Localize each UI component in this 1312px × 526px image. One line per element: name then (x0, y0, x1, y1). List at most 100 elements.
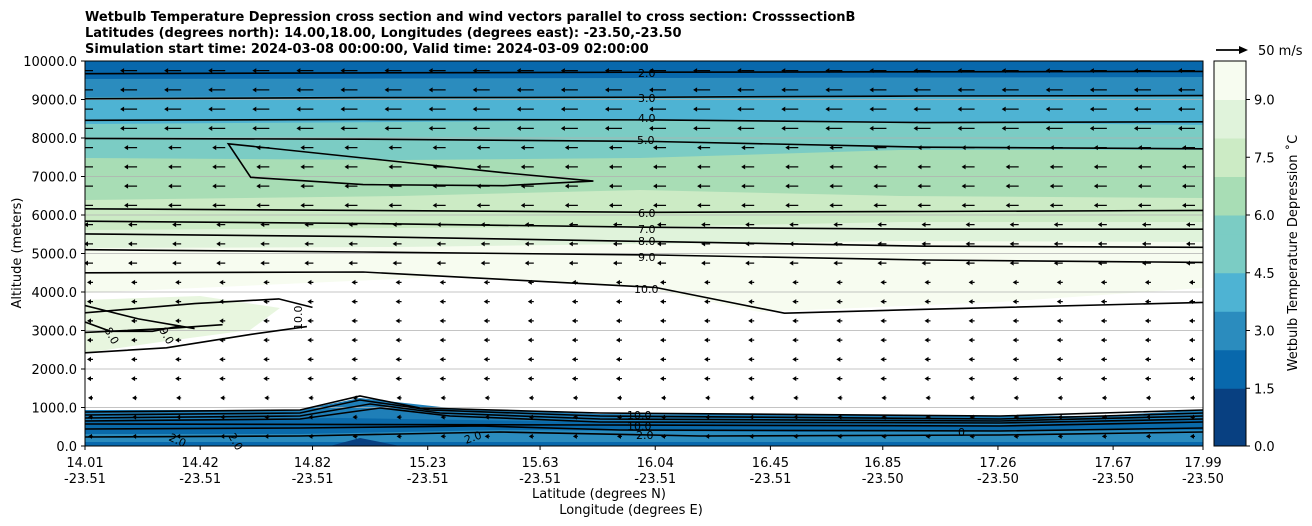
wind-vector-head (428, 68, 433, 74)
contour-line (85, 208, 1203, 214)
wind-vector-head (836, 376, 841, 382)
wind-vector-head (877, 222, 882, 228)
wind-vector-head (837, 433, 842, 439)
wind-vector-head (869, 125, 874, 131)
wind-vector-head (307, 299, 312, 305)
colorbar-segment (1214, 349, 1246, 370)
wind-vector-head (351, 318, 356, 324)
wind-vector-head (176, 395, 181, 401)
wind-vector-head (704, 318, 709, 324)
wind-vector-head (1053, 241, 1058, 247)
wind-vector-head (1053, 222, 1058, 228)
x-axis-label-latitude: Latitude (degrees N) (532, 487, 666, 502)
x-tick-label-latitude: 17.67 (1095, 456, 1132, 471)
wind-vector-head (1045, 125, 1050, 131)
wind-vector-head (483, 299, 488, 305)
wind-vector-head (392, 222, 397, 228)
wind-vector-head (749, 433, 754, 439)
y-tick-label: 10000.0 (23, 55, 77, 70)
wind-vector-head (208, 125, 213, 131)
wind-vector-head (131, 279, 136, 285)
wind-vector-head (1005, 183, 1010, 189)
wind-vector-head (120, 106, 125, 112)
wind-vector-head (877, 260, 882, 266)
wind-vector-head (483, 376, 488, 382)
wind-vector-head (252, 106, 257, 112)
wind-vector-head (172, 241, 177, 247)
wind-vector-head (256, 164, 261, 170)
wind-vector-head (395, 376, 400, 382)
wind-vector-head (527, 279, 532, 285)
wind-vector-head (344, 164, 349, 170)
wind-vector-head (925, 433, 930, 439)
wind-vector-head (120, 87, 125, 93)
wind-vector-head (792, 356, 797, 362)
contour-lines (85, 70, 1203, 354)
wind-vector-head (439, 337, 444, 343)
wind-vector-head (913, 106, 918, 112)
contour-line (85, 94, 1203, 100)
colorbar-segment (1214, 99, 1246, 120)
wind-vector-head (300, 164, 305, 170)
wind-vector-head (348, 241, 353, 247)
wind-vector-head (701, 222, 706, 228)
wind-vector-head (264, 433, 269, 439)
wind-vector-head (175, 356, 180, 362)
contour-line (85, 325, 308, 354)
wind-vector-head (439, 318, 444, 324)
wind-vector-head (131, 356, 136, 362)
wind-vector-head (704, 376, 709, 382)
wind-vector-head (604, 68, 609, 74)
contour-label: 2.0 (638, 67, 656, 80)
wind-vector-head (1137, 202, 1142, 208)
wind-vector-head (661, 414, 666, 420)
wind-vector-head (256, 202, 261, 208)
wind-vector-head (873, 164, 878, 170)
wind-vector-head (571, 299, 576, 305)
wind-vector-head (527, 356, 532, 362)
wind-vector-head (968, 337, 973, 343)
wind-vector-head (384, 68, 389, 74)
wind-vector-head (124, 183, 129, 189)
wind-vector-head (1005, 145, 1010, 151)
wind-vector-head (836, 299, 841, 305)
wind-vector-head (1133, 68, 1138, 74)
wind-vector-head (968, 279, 973, 285)
contour-line (226, 142, 594, 187)
x-tick-label-longitude: -23.51 (179, 472, 221, 487)
wind-vector-head (608, 183, 613, 189)
wind-vector-head (252, 125, 257, 131)
wind-vector-head (1057, 433, 1062, 439)
wind-vector-head (748, 299, 753, 305)
wind-vector-head (392, 241, 397, 247)
wind-vector-head (220, 395, 225, 401)
wind-vector-head (616, 414, 621, 420)
wind-vector-head (1186, 241, 1190, 247)
wind-vector-head (1009, 222, 1014, 228)
wind-vector-head (87, 279, 91, 285)
wind-vector-head (697, 145, 702, 151)
wind-vector-head (1178, 87, 1182, 93)
wind-vector-head (216, 260, 221, 266)
wind-vector-head (351, 376, 356, 382)
wind-vector-head (1189, 376, 1193, 382)
wind-vector-head (564, 164, 569, 170)
wind-vector-head (528, 414, 533, 420)
wind-vector-head (1056, 279, 1061, 285)
wind-vector-head (388, 202, 393, 208)
bl-contour-6 (85, 425, 1203, 432)
wind-vector-head (524, 260, 529, 266)
wind-vector-head (483, 318, 488, 324)
wind-vector-head (1089, 106, 1094, 112)
wind-vector-head (307, 376, 312, 382)
band-bottom-3 (85, 442, 1203, 446)
wind-vector-head (917, 164, 922, 170)
wind-vector-head (1101, 395, 1106, 401)
bl-contour-5 (85, 421, 1203, 427)
wind-vector-head (168, 202, 173, 208)
wind-vector-head (1049, 202, 1054, 208)
x-tick-label-longitude: -23.51 (292, 472, 334, 487)
x-tick-label-latitude: 14.01 (66, 456, 103, 471)
wind-vector-head (921, 241, 926, 247)
